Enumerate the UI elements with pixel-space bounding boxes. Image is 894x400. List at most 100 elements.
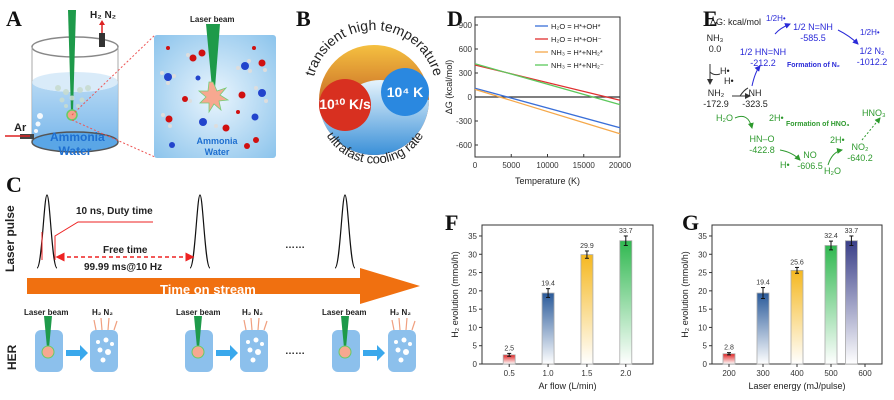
formation-n2-label: Formation of N₂ <box>787 62 840 69</box>
time-on-stream-arrow <box>27 268 420 304</box>
gas-label-3: H₂ N₂ <box>390 308 411 317</box>
node-hno-value: -422.8 <box>749 145 775 155</box>
beaker-liquid-label-line1: Ammonia <box>50 130 105 144</box>
node-no2: NO₂ -640.2 <box>845 142 875 164</box>
h-radical-1: H• <box>720 66 730 76</box>
panel-e-network <box>707 23 881 166</box>
series-line-0 <box>474 87 621 129</box>
temperature-circle <box>381 68 429 116</box>
x-axis-label: Laser energy (mJ/pulse) <box>748 381 845 391</box>
gas-outlet <box>99 33 105 47</box>
bar-1 <box>756 292 770 365</box>
y-tick-label: 30 <box>468 250 477 259</box>
plasma-burst <box>197 81 230 114</box>
node-hnnh-value: -212.2 <box>750 58 776 68</box>
h2o-reactant-2: H₂O <box>824 166 841 176</box>
gas-label-1: H₂ N₂ <box>92 308 113 317</box>
data-label-0: 2.8 <box>724 345 734 352</box>
beaker-liquid-label: Ammonia Water <box>50 130 105 158</box>
h-radical-2: H• <box>724 76 734 86</box>
y-tick-label: 300 <box>459 69 473 78</box>
panel-c-letter: C <box>6 172 22 197</box>
pulse-ellipsis: …… <box>285 240 305 251</box>
node-n2-value: -1012.2 <box>856 57 888 67</box>
half-h-radical-2: 1/2H• <box>860 28 880 37</box>
bar-3 <box>619 240 633 365</box>
x-tick-label: 2.0 <box>620 369 632 378</box>
y-axis-label: H₂ evolution (mmol/h) <box>450 251 460 338</box>
x-axis-label: Ar flow (L/min) <box>538 381 596 391</box>
node-n2: 1/2 N₂ -1012.2 <box>852 46 892 68</box>
h2o-reactant-1: H₂O <box>716 113 733 123</box>
x-tick-label: 1.0 <box>543 369 555 378</box>
laser-beam <box>68 10 76 112</box>
chart-g: 0 5 10 15 20 25 30 35 2.8 19.4 25.6 32.4 33.7 Laser e… <box>680 224 883 391</box>
laser-beam-label-3: Laser beam <box>322 308 367 317</box>
panel-a-illustration <box>5 10 276 158</box>
node-nh3-label: NH₃ <box>706 33 724 43</box>
y-tick-label: 10 <box>468 323 477 332</box>
node-nh-value: -323.5 <box>742 99 768 109</box>
x-tick-label: 15000 <box>573 161 596 170</box>
y-tick-label: 20 <box>698 287 707 296</box>
y-tick-label: 15 <box>468 305 477 314</box>
beaker-liquid-label-line2: Water <box>58 144 92 158</box>
chart-f: 0 5 10 15 20 25 30 35 2.5 19.4 29.9 33.7 Ar flow (L/… <box>450 224 654 391</box>
legend-label-2: NH₃ = H*+NH₂* <box>551 48 603 57</box>
free-time-value: 99.99 ms@10 Hz <box>84 262 163 273</box>
zoom-liquid-label-line1: Ammonia <box>196 136 238 146</box>
zoom-laser-beam <box>206 24 220 88</box>
her-row-label: HER <box>5 344 19 370</box>
y-axis-label: H₂ evolution (mmol/h) <box>680 251 690 338</box>
legend-label-1: H₂O = H*+OH⁻ <box>551 35 602 44</box>
node-nnh: 1/2 N=NH -585.5 <box>790 22 836 44</box>
cooling-rate-circle <box>319 79 371 131</box>
x-tick-label: 600 <box>858 369 872 378</box>
cooling-rate-value: 10¹⁰ K/s <box>319 96 371 112</box>
x-axis-label: Temperature (K) <box>515 176 580 186</box>
chart-d: -600 -300 0 300 600 900 0 5000 10000 15000 20000 H₂… <box>444 16 632 186</box>
laser-beam-label-2: Laser beam <box>176 308 221 317</box>
y-tick-label: 0 <box>468 93 473 102</box>
legend-label-0: H₂O = H*+OH* <box>551 22 601 31</box>
y-tick-label: 20 <box>468 287 477 296</box>
node-nh3-value: 0.0 <box>708 44 722 54</box>
hno3-path-arrows <box>734 115 881 166</box>
y-tick-label: 0 <box>473 360 478 369</box>
node-no2-value: -640.2 <box>847 153 873 163</box>
node-nh-label: NH <box>748 88 762 98</box>
panel-a-letter: A <box>6 6 22 31</box>
zoom-liquid-label: Ammonia Water <box>192 136 242 158</box>
data-label-2: 25.6 <box>790 259 804 266</box>
node-nnh-label: 1/2 N=NH <box>793 22 833 32</box>
node-no2-label: NO₂ <box>851 142 869 152</box>
node-hnnh-label: 1/2 HN=NH <box>739 47 787 57</box>
panel-g-letter: G <box>682 210 700 235</box>
data-label-1: 19.4 <box>541 281 555 288</box>
ar-label: Ar <box>14 122 27 134</box>
bubbles <box>34 85 91 133</box>
y-tick-label: 35 <box>468 232 477 241</box>
n2-path-arrows <box>751 23 859 87</box>
panel-f-letter: F <box>445 210 459 235</box>
y-tick-label: 25 <box>698 269 707 278</box>
x-tick-label: 300 <box>756 369 770 378</box>
x-tick-label: 10000 <box>536 161 559 170</box>
panel-e-letter: E <box>703 6 718 31</box>
free-time-label: Free time <box>103 245 148 256</box>
x-tick-label: 5000 <box>502 161 520 170</box>
bar-2 <box>580 254 594 365</box>
y-tick-label: 25 <box>468 269 477 278</box>
data-label-4: 33.7 <box>845 228 859 235</box>
node-nh2-label: NH₂ <box>707 88 725 98</box>
y-tick-label: 15 <box>698 305 707 314</box>
node-no-value: -606.5 <box>797 161 823 171</box>
bar-1 <box>541 292 555 365</box>
two-h-radical-2: 2H• <box>830 135 845 145</box>
node-hno3: HNO₃ <box>862 108 886 118</box>
energy-unit: ΔG: kcal/mol <box>710 17 762 27</box>
panel-d-letter: D <box>447 6 463 31</box>
x-tick-label: 1.5 <box>581 369 593 378</box>
laser-beam-label-1: Laser beam <box>24 308 69 317</box>
laser-pulse-row-label: Laser pulse <box>3 205 17 272</box>
